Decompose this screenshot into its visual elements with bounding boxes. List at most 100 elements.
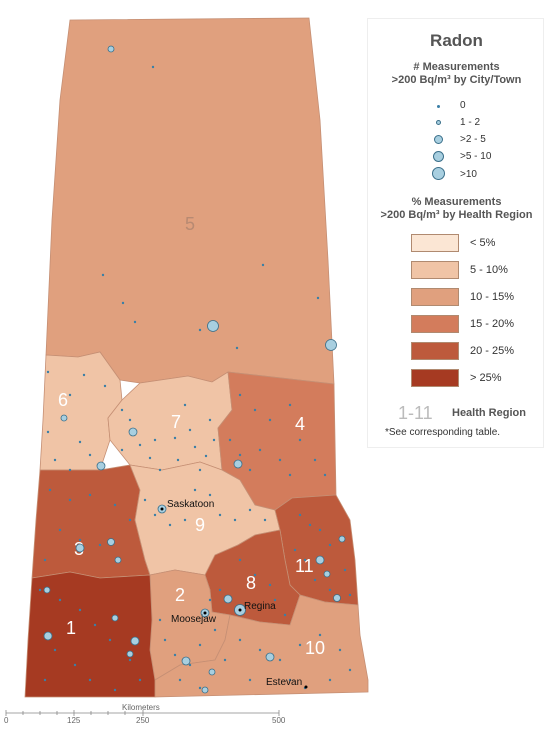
measurement-point-0: [238, 558, 242, 562]
measurement-point-0: [328, 588, 332, 592]
measurement-point-0: [128, 658, 132, 662]
region-label-10: 10: [305, 638, 325, 658]
region-label-7: 7: [171, 412, 181, 432]
measurement-point-0: [208, 598, 212, 602]
measurement-point-circle: [265, 652, 275, 662]
region-label-5: 5: [185, 214, 195, 234]
measurement-point-0: [233, 518, 237, 522]
measurement-point-0: [78, 440, 82, 444]
measurement-point-0: [268, 583, 272, 587]
legend-point-label-1: 1 - 2: [460, 117, 481, 128]
measurement-point-0: [198, 468, 202, 472]
measurement-point-0: [82, 373, 86, 377]
measurement-point-0: [176, 458, 180, 462]
measurement-point-circle: [130, 636, 140, 646]
legend-point-symbol-0: [437, 105, 440, 108]
legend-points-subtitle-2: >200 Bq/m³ by City/Town: [391, 74, 522, 86]
measurement-point-0: [198, 686, 202, 690]
city-marker: [160, 507, 164, 511]
region-label-9: 9: [195, 515, 205, 535]
measurement-point-0: [163, 638, 167, 642]
measurement-point-0: [313, 458, 317, 462]
measurement-point-0: [273, 598, 277, 602]
measurement-point-0: [278, 458, 282, 462]
measurement-point-0: [293, 548, 297, 552]
measurement-point-0: [88, 678, 92, 682]
measurement-point-0: [268, 418, 272, 422]
measurement-point-0: [58, 598, 62, 602]
legend-health-region-range: 1-11: [398, 403, 433, 423]
measurement-point-0: [288, 678, 292, 682]
measurement-point-0: [183, 403, 187, 407]
measurement-point-circle: [208, 668, 216, 676]
legend-swatch-label-3: 15 - 20%: [470, 318, 515, 330]
measurement-point-0: [298, 513, 302, 517]
legend-points-subtitle-1: # Measurements: [413, 61, 500, 73]
measurement-point-0: [103, 384, 107, 388]
legend-point-label-2: >2 - 5: [460, 134, 486, 145]
health-region-5: [45, 17, 335, 385]
legend-swatch-label-0: < 5%: [470, 237, 496, 249]
region-label-6: 6: [58, 390, 68, 410]
health-region-7: [107, 371, 233, 471]
measurement-point-0: [120, 448, 124, 452]
measurement-point-circle: [60, 414, 68, 422]
measurement-point-0: [238, 453, 242, 457]
measurement-point-0: [348, 668, 352, 672]
measurement-point-circle: [207, 320, 219, 332]
legend-note: *See corresponding table.: [385, 427, 501, 438]
measurement-point-0: [204, 454, 208, 458]
measurement-point-0: [288, 473, 292, 477]
measurement-point-0: [68, 468, 72, 472]
region-label-1: 1: [66, 618, 76, 638]
measurement-point-0: [328, 678, 332, 682]
scale-title: Kilometers: [122, 703, 160, 712]
legend-swatch-3: [411, 315, 459, 333]
measurement-point-0: [248, 468, 252, 472]
measurement-point-0: [78, 608, 82, 612]
region-label-11: 11: [295, 556, 314, 576]
legend-swatch-label-2: 10 - 15%: [470, 291, 515, 303]
measurement-point-0: [58, 528, 62, 532]
city-marker: [304, 685, 308, 689]
measurement-point-0: [128, 418, 132, 422]
measurement-point-0: [318, 633, 322, 637]
measurement-point-0: [303, 558, 307, 562]
measurement-point-circle: [333, 594, 341, 602]
legend-point-label-0: 0: [460, 100, 466, 111]
measurement-point-0: [68, 498, 72, 502]
measurement-point-circle: [338, 535, 346, 543]
measurement-point-0: [108, 638, 112, 642]
measurement-point-0: [101, 273, 105, 277]
measurement-point-0: [93, 623, 97, 627]
legend-regions-subtitle-1: % Measurements: [411, 196, 502, 208]
measurement-point-0: [193, 488, 197, 492]
measurement-point-0: [98, 543, 102, 547]
health-region-1: [24, 571, 156, 698]
legend-swatch-1: [411, 261, 459, 279]
measurement-point-0: [235, 346, 239, 350]
measurement-point-0: [223, 658, 227, 662]
measurement-point-0: [188, 428, 192, 432]
measurement-point-0: [88, 493, 92, 497]
measurement-point-0: [168, 523, 172, 527]
region-label-2: 2: [175, 585, 185, 605]
legend-swatch-label-5: > 25%: [470, 372, 502, 384]
legend-health-region-label: Health Region: [452, 407, 526, 419]
measurement-point-0: [313, 578, 317, 582]
measurement-point-0: [208, 418, 212, 422]
measurement-point-0: [138, 678, 142, 682]
measurement-point-0: [218, 588, 222, 592]
measurement-point-0: [158, 468, 162, 472]
legend-point-symbol-2: [434, 135, 443, 144]
measurement-point-circle: [325, 339, 337, 351]
measurement-point-0: [338, 648, 342, 652]
measurement-point-0: [73, 663, 77, 667]
measurement-point-0: [328, 543, 332, 547]
measurement-point-0: [53, 648, 57, 652]
measurement-point-0: [318, 528, 322, 532]
measurement-point-0: [343, 568, 347, 572]
measurement-point-0: [258, 648, 262, 652]
measurement-point-circle: [43, 586, 51, 594]
measurement-point-circle: [223, 594, 233, 604]
